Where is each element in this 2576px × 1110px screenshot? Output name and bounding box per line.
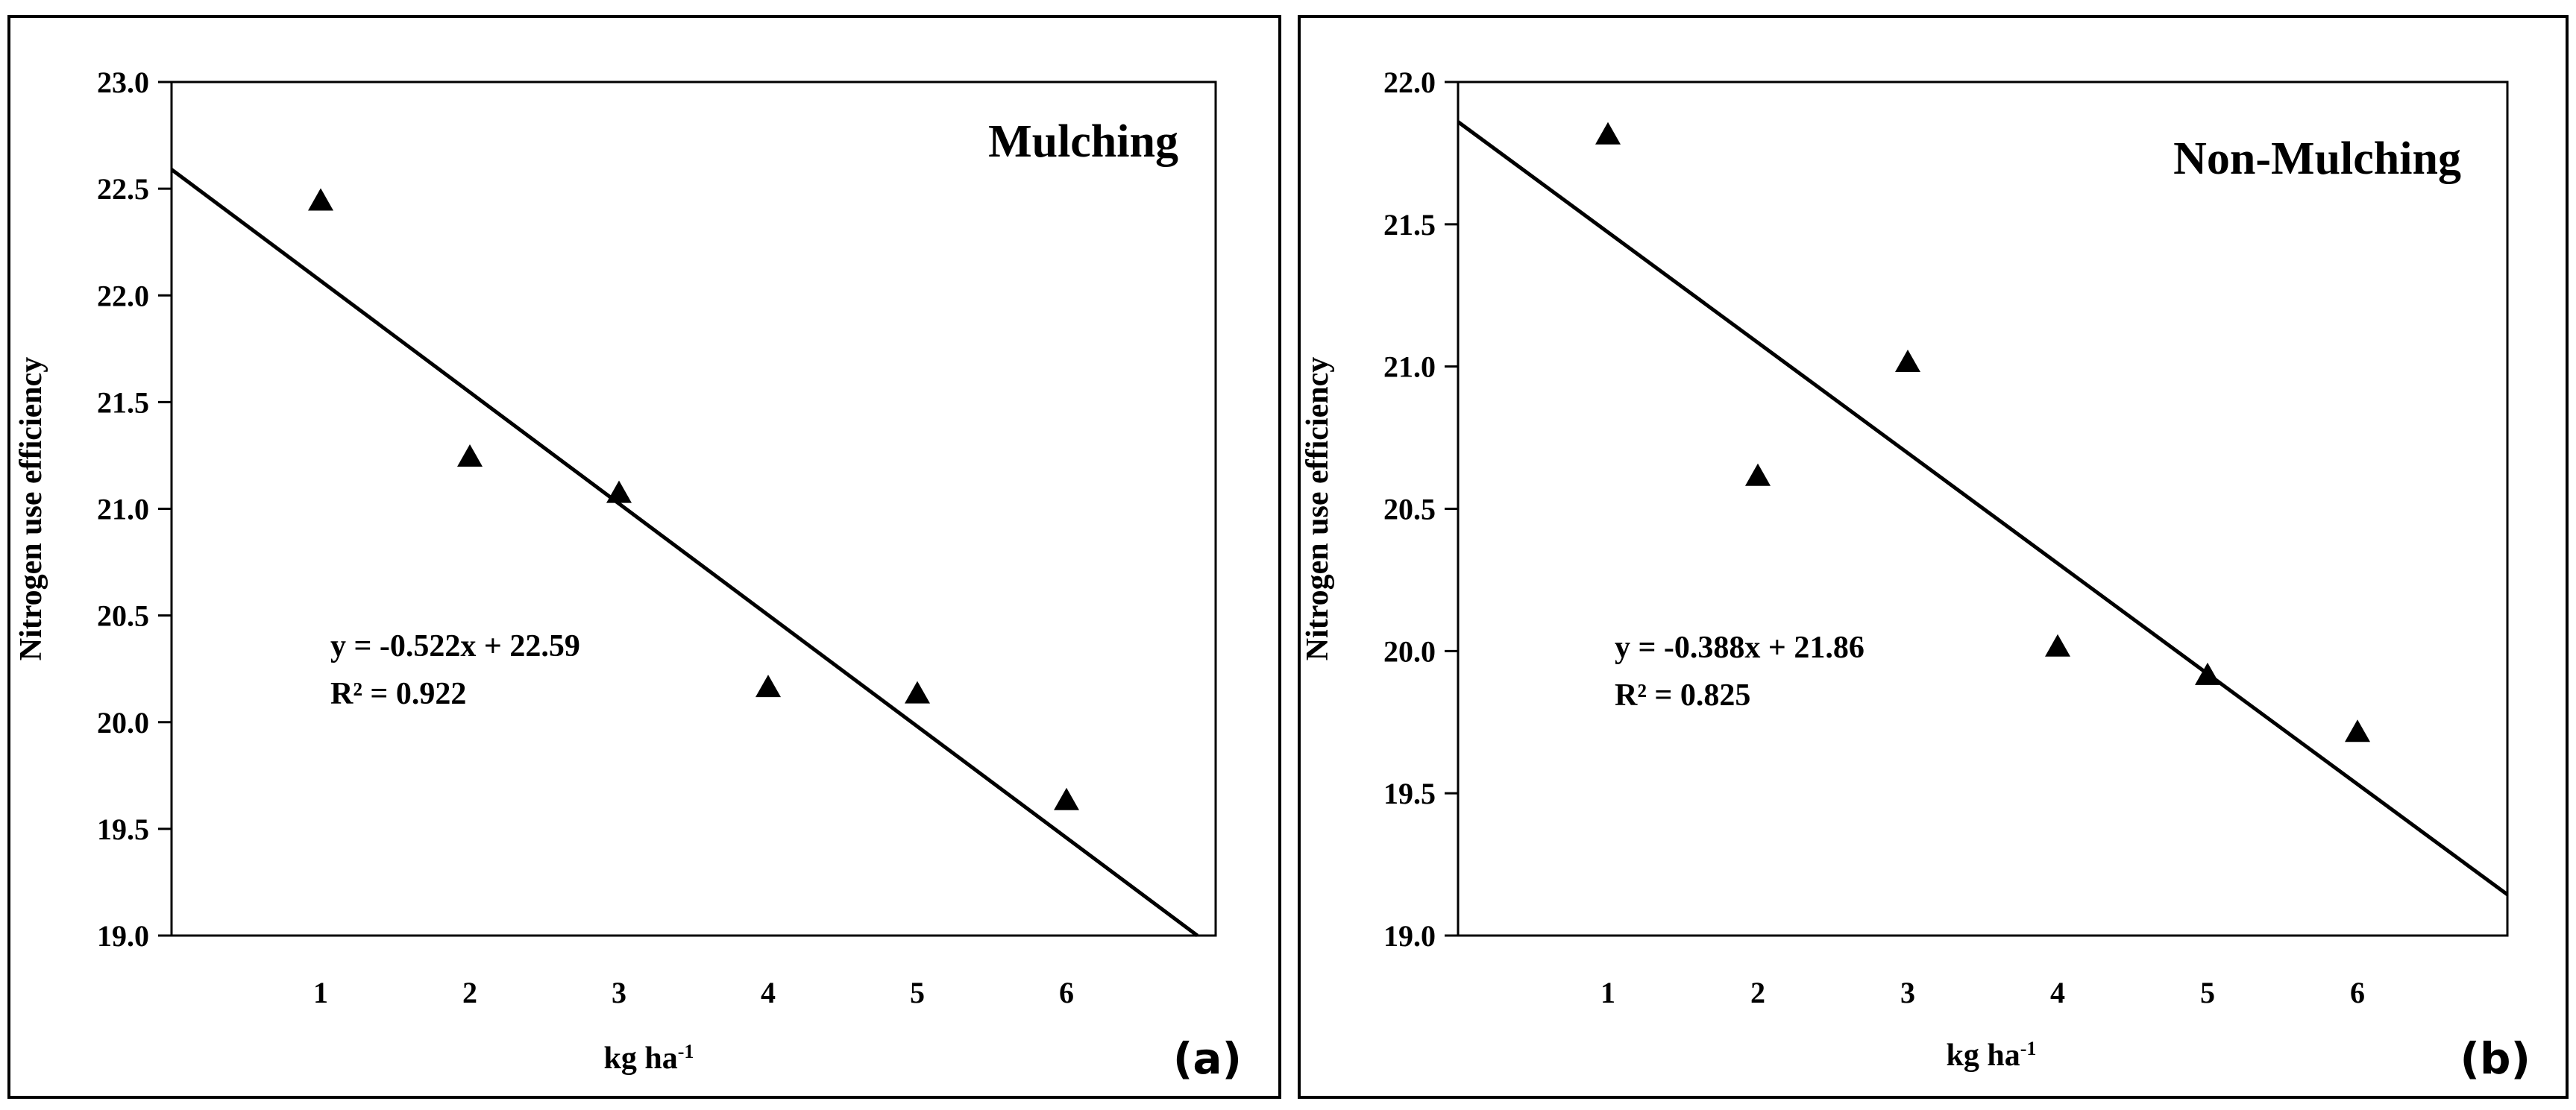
panel-b-data-point [2045,634,2070,657]
panel-b-y-tick-label: 22.0 [1383,66,1436,99]
panel-b-data-point [1745,463,1771,486]
panel-b-y-axis-label: Nitrogen use efficiency [1301,357,1335,660]
panel-b-x-axis-label-text: kg ha [1947,1038,2020,1073]
panel-a-y-tick-label: 20.5 [97,599,149,633]
panel-b-frame [1298,15,2569,1099]
panel-a-y-tick-label: 19.0 [97,919,149,953]
panel-a-y-tick-label: 21.0 [97,493,149,526]
panel-a-data-point [905,681,930,704]
panel-b-r-squared: R² = 0.825 [1615,678,1750,713]
panel-b-x-tick-label: 3 [1900,976,1915,1009]
panel-b-y-tick-label: 20.0 [1383,634,1436,668]
panel-a-x-axis-label-text: kg ha [604,1041,678,1076]
panel-a-y-tick-label: 20.0 [97,706,149,740]
panel-b-x-tick-label: 4 [2050,976,2065,1009]
panel-b-x-tick-label: 6 [2350,976,2365,1009]
panel-b-data-point [1595,122,1621,145]
panel-a-title: Mulching [988,116,1178,167]
panel-b-x-axis-label: kg ha-1 [1947,1038,2037,1073]
panel-a-y-tick-label: 22.0 [97,279,149,312]
panel-a-data-point [606,480,632,503]
panel-b-y-tick-label: 19.0 [1383,919,1436,953]
panel-a-trendline [170,168,1199,938]
panel-a-data-point [1054,787,1079,810]
panel-a: 19.0 19.5 20.0 20.5 21.0 21.5 22.0 22.5 23.0 1 2 3… [7,15,1281,1099]
panel-a-x-tick-label: 4 [761,976,776,1009]
panel-a-equation: y = -0.522x + 22.59 [330,629,580,663]
panel-b-x-tick-label: 5 [2200,976,2215,1009]
panel-a-data-point [755,675,781,698]
panel-b-y-tick-label: 21.5 [1383,208,1436,242]
panel-a-x-tick-label: 3 [612,976,626,1009]
panel-b-data-point [2195,662,2220,685]
panel-b: 19.0 19.5 20.0 20.5 21.0 21.5 22.0 1 2 3 4 5 6 Non-… [1298,15,2569,1099]
panel-a-x-tick-label: 2 [462,976,477,1009]
panel-a-x-axis-label: kg ha-1 [604,1041,694,1076]
panel-a-y-axis-label: Nitrogen use efficiency [14,357,48,660]
panel-b-trendline [1457,120,2509,897]
panel-a-x-tick-label: 6 [1059,976,1074,1009]
panel-a-letter: (a) [1173,1033,1242,1084]
panel-a-data-point [457,444,483,467]
panel-a-frame [7,15,1281,1099]
panel-a-y-tick-label: 21.5 [97,385,149,419]
panel-a-y-tick-label: 23.0 [97,66,149,99]
panel-b-y-tick-label: 20.5 [1383,493,1436,526]
panel-a-x-tick-label: 5 [910,976,925,1009]
panel-a-data-point [308,188,333,211]
panel-b-y-tick-label: 19.5 [1383,777,1436,810]
panel-a-r-squared: R² = 0.922 [330,677,466,711]
panel-a-x-tick-label: 1 [313,976,328,1009]
panel-b-x-axis-label-superscript: -1 [2020,1038,2037,1059]
panel-b-x-tick-label: 1 [1600,976,1615,1009]
panel-b-letter: (b) [2460,1033,2531,1084]
panel-b-x-tick-label: 2 [1750,976,1765,1009]
panel-b-data-point [2345,719,2370,742]
panel-b-data-point [1895,350,1920,373]
panel-b-y-tick-label: 21.0 [1383,350,1436,384]
panel-a-y-tick-label: 19.5 [97,813,149,846]
panel-b-title: Non-Mulching [2173,133,2461,184]
panel-b-equation: y = -0.388x + 21.86 [1615,631,1865,665]
panel-a-y-tick-label: 22.5 [97,172,149,206]
panel-a-x-axis-label-superscript: -1 [678,1041,694,1062]
